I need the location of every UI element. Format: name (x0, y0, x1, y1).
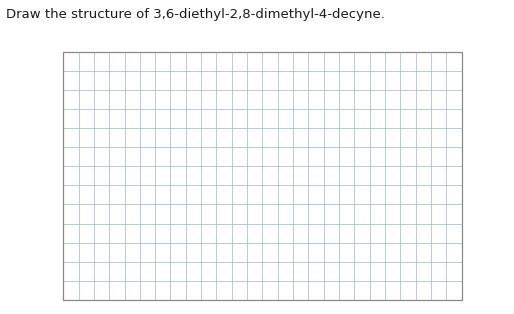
Bar (63, 52, 462, 300)
Text: Draw the structure of 3,6-diethyl-2,8-dimethyl-4-decyne.: Draw the structure of 3,6-diethyl-2,8-di… (6, 8, 385, 21)
